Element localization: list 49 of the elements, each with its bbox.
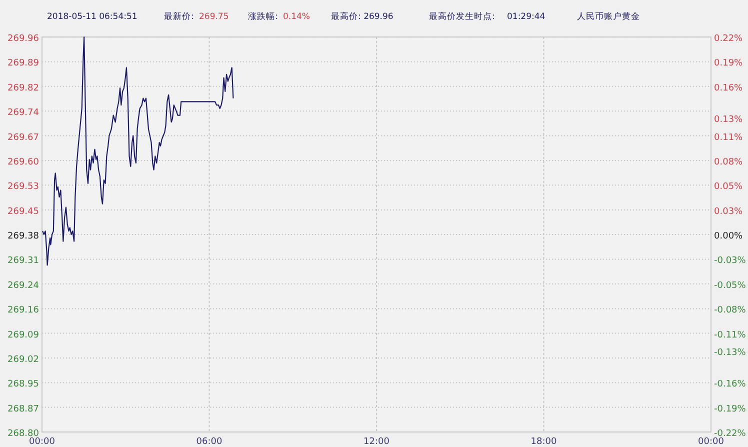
text: 涨跌幅: (248, 11, 278, 22)
y2-tick-label: 0.22% (714, 34, 744, 44)
y-tick-label: 269.24 (8, 280, 40, 291)
text: 最高价: 269.96 (331, 11, 394, 22)
line-series (42, 36, 234, 266)
y2-tick-label: 0.08% (714, 157, 744, 168)
y-tick-label: 269.82 (8, 83, 39, 94)
y2-tick-label: 0.19% (714, 58, 744, 69)
y-tick-label: 269.53 (8, 182, 39, 192)
y-tick-label: 269.45 (8, 206, 39, 217)
x-tick-label: 00:00 (698, 437, 724, 447)
y-tick-label: 269.74 (8, 108, 40, 118)
chart-title: 人民币账户黄金 (577, 11, 640, 22)
text: 最高价发生时点: (429, 11, 495, 22)
y-tick-label: 269.67 (8, 132, 39, 143)
y-tick-label: 269.09 (8, 330, 40, 340)
x-tick-label: 12:00 (364, 437, 390, 447)
x-tick-label: 18:00 (530, 437, 557, 447)
text: 0.14% (283, 12, 310, 22)
y2-tick-label: -0.08% (714, 306, 746, 316)
text: 2018-05-11 06:54:51 (47, 12, 138, 22)
y-tick-label: 269.02 (8, 354, 39, 365)
y2-tick-label: -0.03% (714, 256, 746, 266)
text: 01:29:44 (507, 12, 546, 22)
y-tick-label: 268.87 (8, 404, 39, 414)
y-tick-label: 268.95 (8, 380, 39, 390)
y2-tick-label: 0.03% (714, 206, 744, 217)
y-tick-label: 269.60 (8, 157, 40, 168)
y2-tick-label: -0.13% (714, 348, 746, 358)
y-tick-label: 268.80 (8, 429, 40, 439)
text: 最新价: (164, 11, 194, 22)
y-tick-label: 269.38 (8, 232, 40, 242)
y-tick-label: 269.89 (8, 58, 40, 69)
y2-tick-label: -0.05% (714, 280, 746, 291)
y2-tick-label: 0.13% (714, 114, 744, 125)
y2-tick-label: -0.22% (714, 429, 746, 439)
x-tick-label: 06:00 (196, 437, 222, 447)
y2-tick-label: 0.11% (714, 132, 744, 143)
y2-tick-label: 0.16% (714, 83, 744, 94)
y2-tick-label: 0.00% (714, 232, 744, 242)
y2-tick-label: -0.16% (714, 380, 746, 390)
x-tick-label: 00:00 (29, 437, 56, 447)
y-tick-label: 269.31 (8, 256, 39, 266)
y-tick-label: 269.16 (8, 306, 40, 316)
y2-tick-label: -0.19% (714, 404, 746, 414)
text: 269.75 (199, 12, 229, 22)
y2-tick-label: -0.11% (714, 330, 746, 340)
y-tick-label: 269.96 (8, 34, 40, 44)
y2-tick-label: 0.05% (714, 182, 744, 192)
